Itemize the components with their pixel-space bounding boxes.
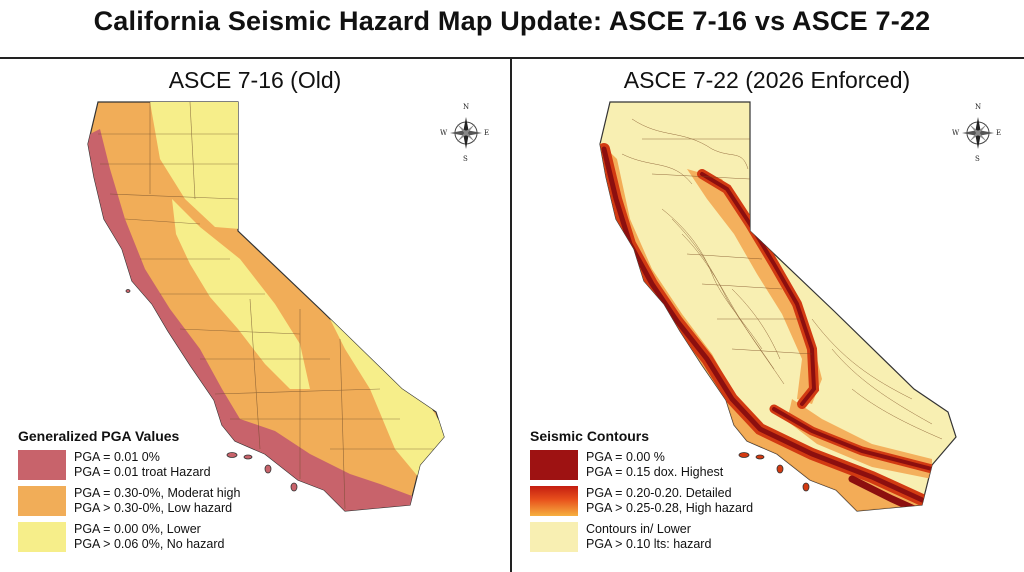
right-panel-title: ASCE 7-22 (2026 Enforced) [623,67,911,93]
compass-n: N [975,103,982,111]
legend-item-detailed: PGA = 0.20-0.20. Detailed PGA > 0.25-0.2… [530,486,830,516]
legend-swatch [530,450,578,480]
legend-item-high: PGA = 0.01 0% PGA = 0.01 troat Hazard [18,450,318,480]
legend-item-lower: Contours in/ Lower PGA > 0.10 lts: hazar… [530,522,830,552]
compass-n: N [463,103,470,111]
legend-line: PGA = 0.20-0.20. Detailed [586,486,732,500]
legend-text: PGA = 0.00 0%, Lower PGA > 0.06 0%, No h… [74,522,224,552]
right-legend-title: Seismic Contours [530,428,650,444]
legend-line: PGA > 0.06 0%, No hazard [74,537,225,551]
compass-w: W [440,129,448,137]
legend-line: PGA > 0.10 lts: hazard [586,537,712,551]
legend-text: PGA = 0.30-0%, Moderat high PGA > 0.30-0… [74,486,240,516]
legend-line: PGA = 0.00 0%, Lower [74,522,201,536]
sierra-halo [687,169,822,404]
high-hazard-zone-coast [88,129,420,511]
left-legend: Generalized PGA Values PGA = 0.01 0% PGA… [18,428,318,558]
legend-line: PGA = 0.01 troat Hazard [74,465,211,479]
compass-rose-left: N E S W [440,103,490,163]
left-panel-title: ASCE 7-16 (Old) [168,67,342,93]
legend-swatch [18,486,66,516]
compass-e: E [996,129,1002,137]
low-hazard-zone-east [330,319,444,479]
asce-7-16-map [87,101,445,512]
legend-swatch [530,486,578,516]
county-boundaries [98,102,440,510]
fault-bands [600,143,948,511]
legend-line: PGA = 0.15 dox. Highest [586,465,724,479]
legend-line: PGA = 0.00 % [586,450,665,464]
main-title: California Seismic Hazard Map Update: AS… [93,6,931,36]
legend-line: PGA = 0.30-0%, Moderat high [74,486,241,500]
legend-line: PGA > 0.25-0.28, High hazard [586,501,754,515]
compass-s: S [975,155,980,163]
legend-swatch [18,450,66,480]
title-divider [0,57,1024,59]
contour-lines [621,118,943,440]
compass-rose-icon [450,117,482,149]
legend-line: PGA > 0.30-0%, Low hazard [74,501,233,515]
legend-item-highest: PGA = 0.00 % PGA = 0.15 dox. Highest [530,450,830,480]
compass-rose-icon [962,117,994,149]
compass-e: E [484,129,490,137]
legend-item-moderate: PGA = 0.30-0%, Moderat high PGA > 0.30-0… [18,486,318,516]
asce-7-22-map [599,101,957,512]
channel-islands-right [738,452,810,492]
legend-text: Contours in/ Lower PGA > 0.10 lts: hazar… [586,522,711,552]
right-legend: Seismic Contours PGA = 0.00 % PGA = 0.15… [530,428,830,558]
legend-line: PGA = 0.01 0% [74,450,160,464]
compass-w: W [952,129,960,137]
legend-swatch [530,522,578,552]
right-map-panel: ASCE 7-22 (2026 Enforced) N E S W Seismi… [512,59,1022,572]
channel-islands [125,289,298,492]
legend-swatch [18,522,66,552]
left-map-panel: ASCE 7-16 (Old) N E S W Generalized PGA … [0,59,510,572]
legend-text: PGA = 0.01 0% PGA = 0.01 troat Hazard [74,450,211,480]
compass-rose-right: N E S W [952,103,1002,163]
compass-s: S [463,155,468,163]
legend-item-low: PGA = 0.00 0%, Lower PGA > 0.06 0%, No h… [18,522,318,552]
legend-line: Contours in/ Lower [586,522,691,536]
panel-divider [510,57,512,572]
legend-text: PGA = 0.20-0.20. Detailed PGA > 0.25-0.2… [586,486,753,516]
left-legend-title: Generalized PGA Values [18,428,180,444]
legend-text: PGA = 0.00 % PGA = 0.15 dox. Highest [586,450,723,480]
